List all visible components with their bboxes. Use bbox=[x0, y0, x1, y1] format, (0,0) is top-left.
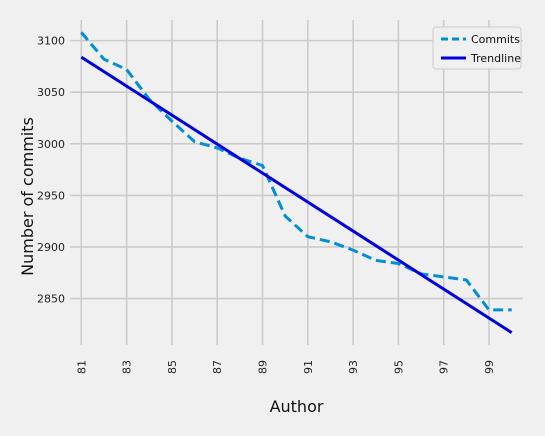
y-tick-label: 2850 bbox=[37, 293, 65, 306]
x-tick-label: 87 bbox=[211, 360, 224, 374]
x-tick-label: 97 bbox=[438, 360, 451, 374]
x-tick-label: 91 bbox=[302, 360, 315, 374]
x-axis-label: Author bbox=[270, 397, 324, 416]
legend: Commits Trendline bbox=[432, 26, 522, 70]
legend-entry-trendline: Trendline bbox=[470, 52, 521, 65]
y-tick-label: 3100 bbox=[37, 35, 65, 48]
x-tick-label: 99 bbox=[483, 360, 496, 374]
series-line-commits bbox=[80, 31, 512, 312]
tick-labels: 81 83 85 87 89 91 93 95 97 99 2850 2900 2950 3000 3050… bbox=[37, 35, 496, 374]
x-tick-label: 85 bbox=[166, 360, 179, 374]
y-tick-label: 2900 bbox=[37, 241, 65, 254]
x-tick-label: 95 bbox=[392, 360, 405, 374]
series-layer bbox=[80, 31, 513, 334]
x-tick-label: 81 bbox=[75, 360, 88, 374]
legend-entry-commits: Commits bbox=[471, 33, 520, 46]
y-tick-label: 3050 bbox=[37, 86, 65, 99]
y-axis-label: Number of commits bbox=[18, 117, 37, 276]
y-tick-label: 3000 bbox=[37, 138, 65, 151]
x-tick-label: 93 bbox=[347, 360, 360, 374]
series-line-trendline bbox=[80, 55, 513, 334]
x-tick-label: 83 bbox=[121, 360, 134, 374]
y-tick-label: 2950 bbox=[37, 189, 65, 202]
x-tick-label: 89 bbox=[257, 360, 270, 374]
